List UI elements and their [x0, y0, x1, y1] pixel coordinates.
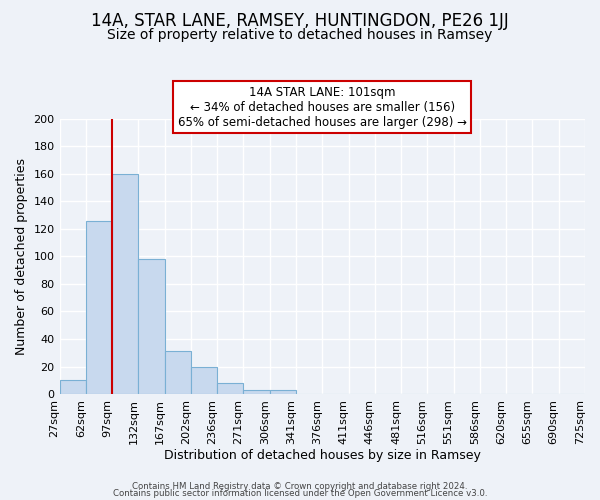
Bar	[191, 366, 217, 394]
X-axis label: Distribution of detached houses by size in Ramsey: Distribution of detached houses by size …	[164, 450, 481, 462]
Bar	[112, 174, 139, 394]
Text: 14A STAR LANE: 101sqm
← 34% of detached houses are smaller (156)
65% of semi-det: 14A STAR LANE: 101sqm ← 34% of detached …	[178, 86, 467, 128]
Bar	[59, 380, 86, 394]
Text: 14A, STAR LANE, RAMSEY, HUNTINGDON, PE26 1JJ: 14A, STAR LANE, RAMSEY, HUNTINGDON, PE26…	[91, 12, 509, 30]
Bar	[86, 220, 112, 394]
Bar	[164, 352, 191, 394]
Bar	[217, 383, 244, 394]
Bar	[270, 390, 296, 394]
Text: Contains HM Land Registry data © Crown copyright and database right 2024.: Contains HM Land Registry data © Crown c…	[132, 482, 468, 491]
Bar	[139, 259, 164, 394]
Y-axis label: Number of detached properties: Number of detached properties	[15, 158, 28, 355]
Bar	[244, 390, 270, 394]
Text: Size of property relative to detached houses in Ramsey: Size of property relative to detached ho…	[107, 28, 493, 42]
Text: Contains public sector information licensed under the Open Government Licence v3: Contains public sector information licen…	[113, 490, 487, 498]
